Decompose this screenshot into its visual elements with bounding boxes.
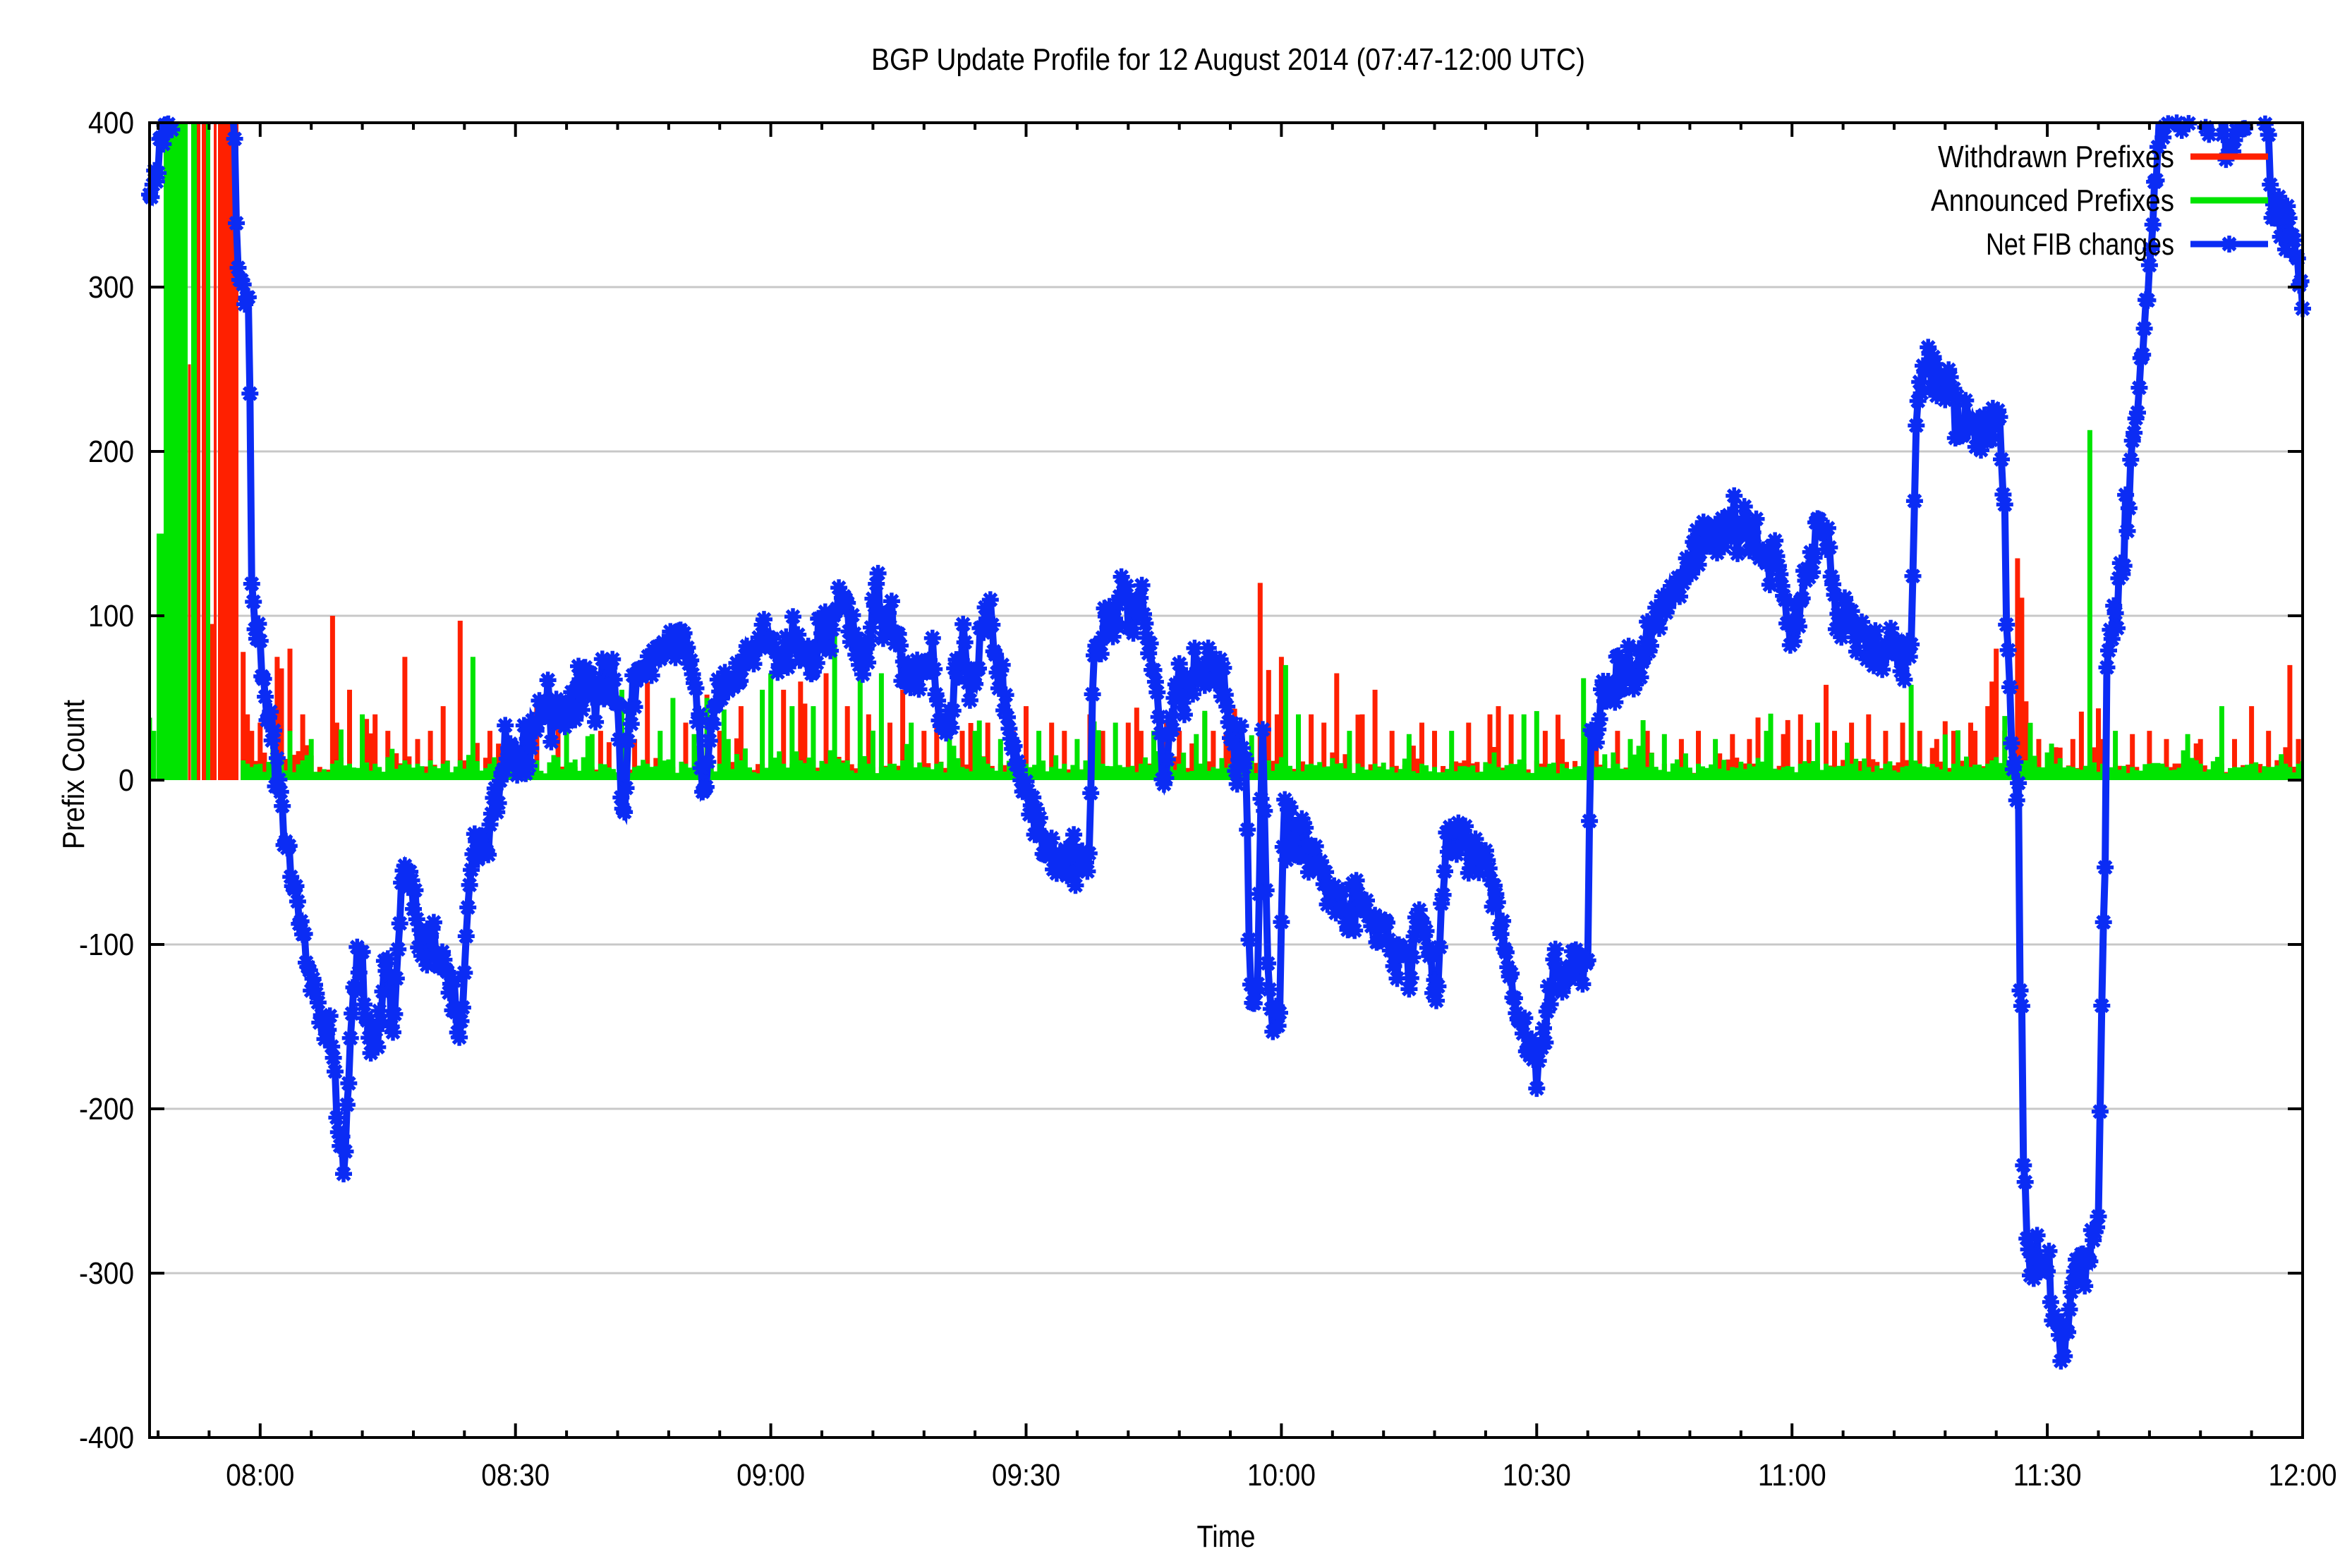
svg-text:Prefix Count: Prefix Count — [56, 700, 91, 849]
svg-text:09:30: 09:30 — [992, 1458, 1060, 1493]
svg-text:11:30: 11:30 — [2013, 1458, 2082, 1493]
svg-text:Withdrawn Prefixes: Withdrawn Prefixes — [1938, 140, 2174, 174]
svg-text:10:00: 10:00 — [1247, 1458, 1316, 1493]
svg-text:-100: -100 — [79, 928, 134, 962]
svg-text:300: 300 — [88, 270, 134, 305]
svg-text:100: 100 — [88, 599, 134, 633]
svg-text:200: 200 — [88, 434, 134, 469]
svg-text:08:30: 08:30 — [481, 1458, 550, 1493]
svg-text:Announced Prefixes: Announced Prefixes — [1931, 183, 2174, 218]
svg-text:400: 400 — [88, 106, 134, 140]
svg-text:-300: -300 — [79, 1256, 134, 1291]
svg-text:10:30: 10:30 — [1503, 1458, 1571, 1493]
svg-text:11:00: 11:00 — [1758, 1458, 1826, 1493]
svg-text:09:00: 09:00 — [736, 1458, 805, 1493]
svg-text:BGP Update Profile for 12 Augu: BGP Update Profile for 12 August 2014 (0… — [871, 42, 1585, 77]
svg-text:08:00: 08:00 — [226, 1458, 294, 1493]
svg-text:12:00: 12:00 — [2269, 1458, 2337, 1493]
svg-text:-400: -400 — [79, 1421, 134, 1455]
svg-text:-200: -200 — [79, 1092, 134, 1126]
svg-text:0: 0 — [119, 763, 134, 798]
svg-text:Net FIB changes: Net FIB changes — [1986, 227, 2174, 262]
svg-text:Time: Time — [1197, 1519, 1256, 1554]
